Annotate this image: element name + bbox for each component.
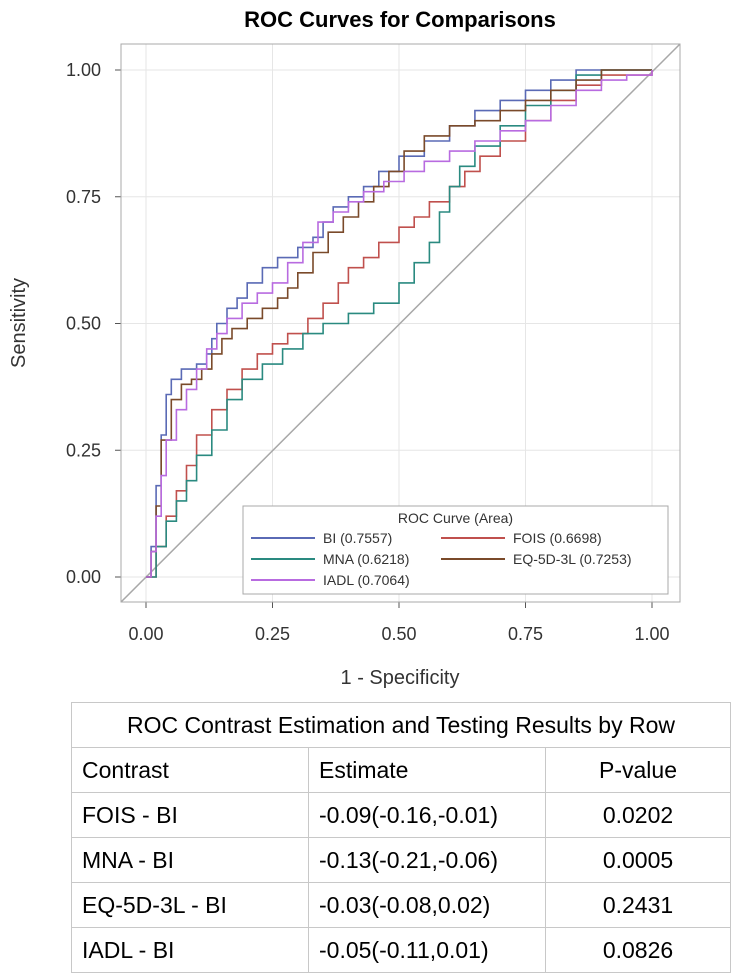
legend-label-bi: BI (0.7557)	[323, 530, 392, 546]
contrast-results-table: ROC Contrast Estimation and Testing Resu…	[71, 702, 731, 973]
cell-p-value: 0.0826	[545, 927, 731, 973]
x-tick-label: 0.50	[381, 624, 416, 644]
cell-estimate: -0.13(-0.21,-0.06)	[308, 837, 546, 883]
table-row: EQ-5D-3L - BI -0.03(-0.08,0.02) 0.2431	[71, 882, 731, 928]
cell-contrast: MNA - BI	[71, 837, 309, 883]
cell-estimate: -0.09(-0.16,-0.01)	[308, 792, 546, 838]
cell-estimate: -0.05(-0.11,0.01)	[308, 927, 546, 973]
header-estimate: Estimate	[308, 747, 546, 793]
y-tick-label: 0.75	[66, 187, 101, 207]
x-axis-label: 1 - Specificity	[341, 667, 460, 689]
cell-estimate: -0.03(-0.08,0.02)	[308, 882, 546, 928]
cell-contrast: EQ-5D-3L - BI	[71, 882, 309, 928]
table-row: IADL - BI -0.05(-0.11,0.01) 0.0826	[71, 927, 731, 973]
cell-p-value: 0.0202	[545, 792, 731, 838]
roc-chart-svg: ROC Curves for Comparisons 0.00 0.00 0.25 0.…	[8, 7, 681, 689]
x-tick-label: 0.25	[255, 624, 290, 644]
y-tick-label: 0.50	[66, 314, 101, 334]
legend-label-eq-5d-3l: EQ-5D-3L (0.7253)	[513, 551, 632, 567]
y-tick-label: 1.00	[66, 60, 101, 80]
x-tick-label: 0.00	[128, 624, 163, 644]
roc-chart: ROC Curves for Comparisons 0.00 0.00 0.25 0.…	[8, 7, 681, 689]
chart-title: ROC Curves for Comparisons	[244, 7, 556, 32]
reference-diagonal	[120, 43, 681, 603]
header-contrast: Contrast	[71, 747, 309, 793]
roc-curve-mna	[146, 69, 652, 578]
x-tick-label: 0.75	[508, 624, 543, 644]
table-caption-row: ROC Contrast Estimation and Testing Resu…	[71, 702, 731, 748]
legend-title: ROC Curve (Area)	[398, 510, 513, 526]
legend-label-mna: MNA (0.6218)	[323, 551, 409, 567]
table-header-row: Contrast Estimate P-value	[71, 747, 731, 793]
y-axis-label: Sensitivity	[8, 278, 30, 368]
table-caption: ROC Contrast Estimation and Testing Resu…	[71, 702, 731, 748]
cell-contrast: IADL - BI	[71, 927, 309, 973]
roc-curve-fois	[146, 70, 653, 578]
plot-frame	[120, 43, 681, 603]
y-tick-label: 0.00	[66, 567, 101, 587]
roc-curve-iadl	[146, 70, 653, 578]
roc-curve-eq-5d-3l	[146, 69, 652, 578]
cell-p-value: 0.0005	[545, 837, 731, 883]
table-row: FOIS - BI -0.09(-0.16,-0.01) 0.0202	[71, 792, 731, 838]
legend-label-fois: FOIS (0.6698)	[513, 530, 602, 546]
cell-p-value: 0.2431	[545, 882, 731, 928]
header-p-value: P-value	[545, 747, 731, 793]
table-row: MNA - BI -0.13(-0.21,-0.06) 0.0005	[71, 837, 731, 883]
cell-contrast: FOIS - BI	[71, 792, 309, 838]
legend-label-iadl: IADL (0.7064)	[323, 572, 410, 588]
x-tick-label: 1.00	[634, 624, 669, 644]
y-tick-label: 0.25	[66, 440, 101, 460]
